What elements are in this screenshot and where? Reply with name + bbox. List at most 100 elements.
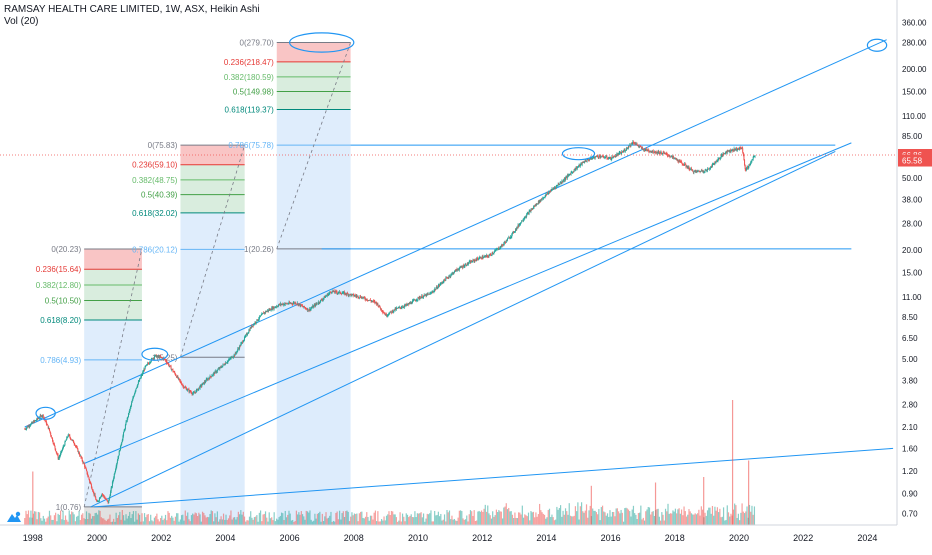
candle-body [366,300,368,301]
volume-bar [419,513,421,525]
candle-body [684,163,686,166]
volume-bar [561,516,563,525]
volume-bar [172,517,174,525]
candle-body [61,448,63,451]
candle-body [553,187,555,189]
candle-body [130,405,132,408]
volume-bar [258,512,260,525]
candle-body [45,421,47,425]
candle-body [468,263,470,264]
volume-bar [456,520,458,525]
candle-body [236,352,238,354]
candle-body [748,164,750,168]
candle-body [697,170,699,172]
volume-bar [641,519,643,525]
volume-bar [347,511,349,525]
candle-body [688,166,690,170]
candle-body [306,309,308,311]
candle-body [224,364,226,366]
volume-bar [259,510,262,525]
volume-bar [608,516,610,525]
candle-body [25,428,27,430]
volume-bar [406,514,409,525]
candle-body [490,254,492,256]
y-tick-label: 150.00 [902,87,927,96]
candle-body [168,365,170,367]
candle-body [402,306,404,308]
fib-level-label: 0.5(149.98) [233,87,274,96]
candle-body [529,210,531,212]
candle-body [538,201,540,203]
candle-body [648,151,650,153]
candle-body [752,157,754,160]
volume-bar [424,521,426,525]
candle-body [271,307,273,310]
candle-body [746,167,748,169]
fib-zone [276,91,351,110]
candle-body [354,295,356,297]
candle-body [400,307,402,309]
candle-body [450,273,452,276]
candle-body [182,385,184,388]
candle-body [501,244,503,247]
candle-body [721,154,723,156]
candle-body [512,231,514,233]
candle-body [589,158,591,160]
candle-body [495,249,497,251]
candle-body [742,152,744,155]
volume-bar [336,511,338,525]
volume-bar [540,510,542,525]
candle-body [584,161,586,163]
volume-bar [439,516,441,525]
candle-body [694,170,696,172]
volume-bar [735,505,737,525]
x-tick-label: 2018 [665,533,685,543]
candle-body [31,422,33,424]
candle-body [458,268,460,270]
volume-bar [639,512,641,525]
volume-bar [352,515,354,525]
candle-body [102,493,104,495]
volume-bar [478,510,480,525]
candle-body [345,292,347,295]
candle-body [183,387,185,389]
volume-bar [30,510,32,525]
candle-body [333,290,335,292]
volume-bar [636,518,638,525]
candle-body [225,362,227,364]
volume-bar [748,504,751,525]
candle-body [655,152,657,154]
candle-body [67,435,69,437]
candle-body [250,328,252,329]
annotation-circle [561,147,596,161]
volume-bar [397,521,399,525]
candle-body [131,400,133,403]
volume-bar [388,511,390,525]
candle-body [65,439,67,441]
volume-bar [531,512,533,525]
candle-body [235,352,237,354]
candle-body [320,299,322,301]
candle-body [351,294,353,296]
candle-body [416,299,418,301]
candle-body [525,216,527,218]
fib-zone [84,269,142,285]
candle-body [708,168,710,170]
candle-body [53,443,55,445]
volume-bar [98,510,100,525]
candle-body [568,174,570,176]
volume-bar [651,511,653,525]
volume-bar [374,510,377,525]
volume-bar [719,508,721,525]
volume-bar [62,510,64,525]
candle-body [690,168,692,170]
candle-body [343,292,345,293]
volume-bar [129,511,131,525]
volume-bar [163,518,165,525]
fib-level-label: 0.786(4.93) [40,356,81,365]
candle-body [599,156,601,158]
candle-body [177,376,179,379]
candle-body [627,148,629,149]
